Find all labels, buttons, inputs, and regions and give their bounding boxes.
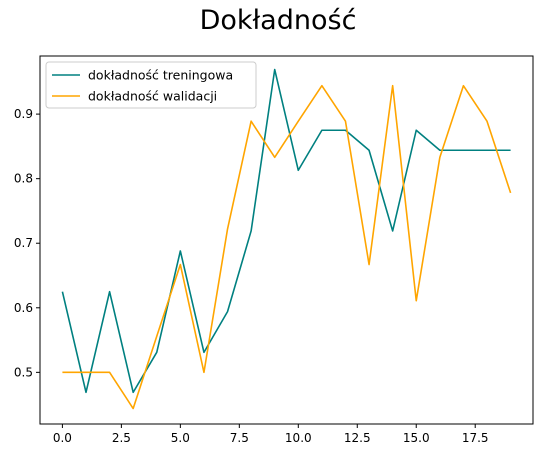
x-tick-label: 12.5 xyxy=(344,431,371,445)
legend-box xyxy=(45,61,257,109)
y-tick-label: 0.7 xyxy=(14,236,33,250)
series-line-1 xyxy=(61,68,511,394)
x-tick-label: 0.0 xyxy=(53,431,72,445)
y-tick-label: 0.8 xyxy=(14,172,33,186)
x-tick-label: 15.0 xyxy=(403,431,430,445)
x-tick-label: 17.5 xyxy=(462,431,489,445)
x-tick-label: 7.5 xyxy=(230,431,249,445)
x-tick-label: 2.5 xyxy=(112,431,131,445)
series-line-2 xyxy=(62,84,512,410)
y-tick-label: 0.6 xyxy=(14,301,33,315)
y-tick-label: 0.9 xyxy=(14,107,33,121)
x-tick-label: 10.0 xyxy=(285,431,312,445)
chart-title: Dokładność xyxy=(200,5,357,36)
legend-label: dokładność walidacji xyxy=(88,89,217,104)
legend-label: dokładność treningowa xyxy=(88,68,233,83)
plot-area: 0.0 2.5 5.0 7.5 10.0 12.5 15.0 17.5 0.5 0.6 0.7 0.8… xyxy=(14,68,512,445)
x-tick-label: 5.0 xyxy=(171,431,190,445)
legend: dokładność treningowa dokładność walidacj… xyxy=(45,61,257,109)
axes-frame xyxy=(39,55,534,425)
y-tick-label: 0.5 xyxy=(14,365,33,379)
